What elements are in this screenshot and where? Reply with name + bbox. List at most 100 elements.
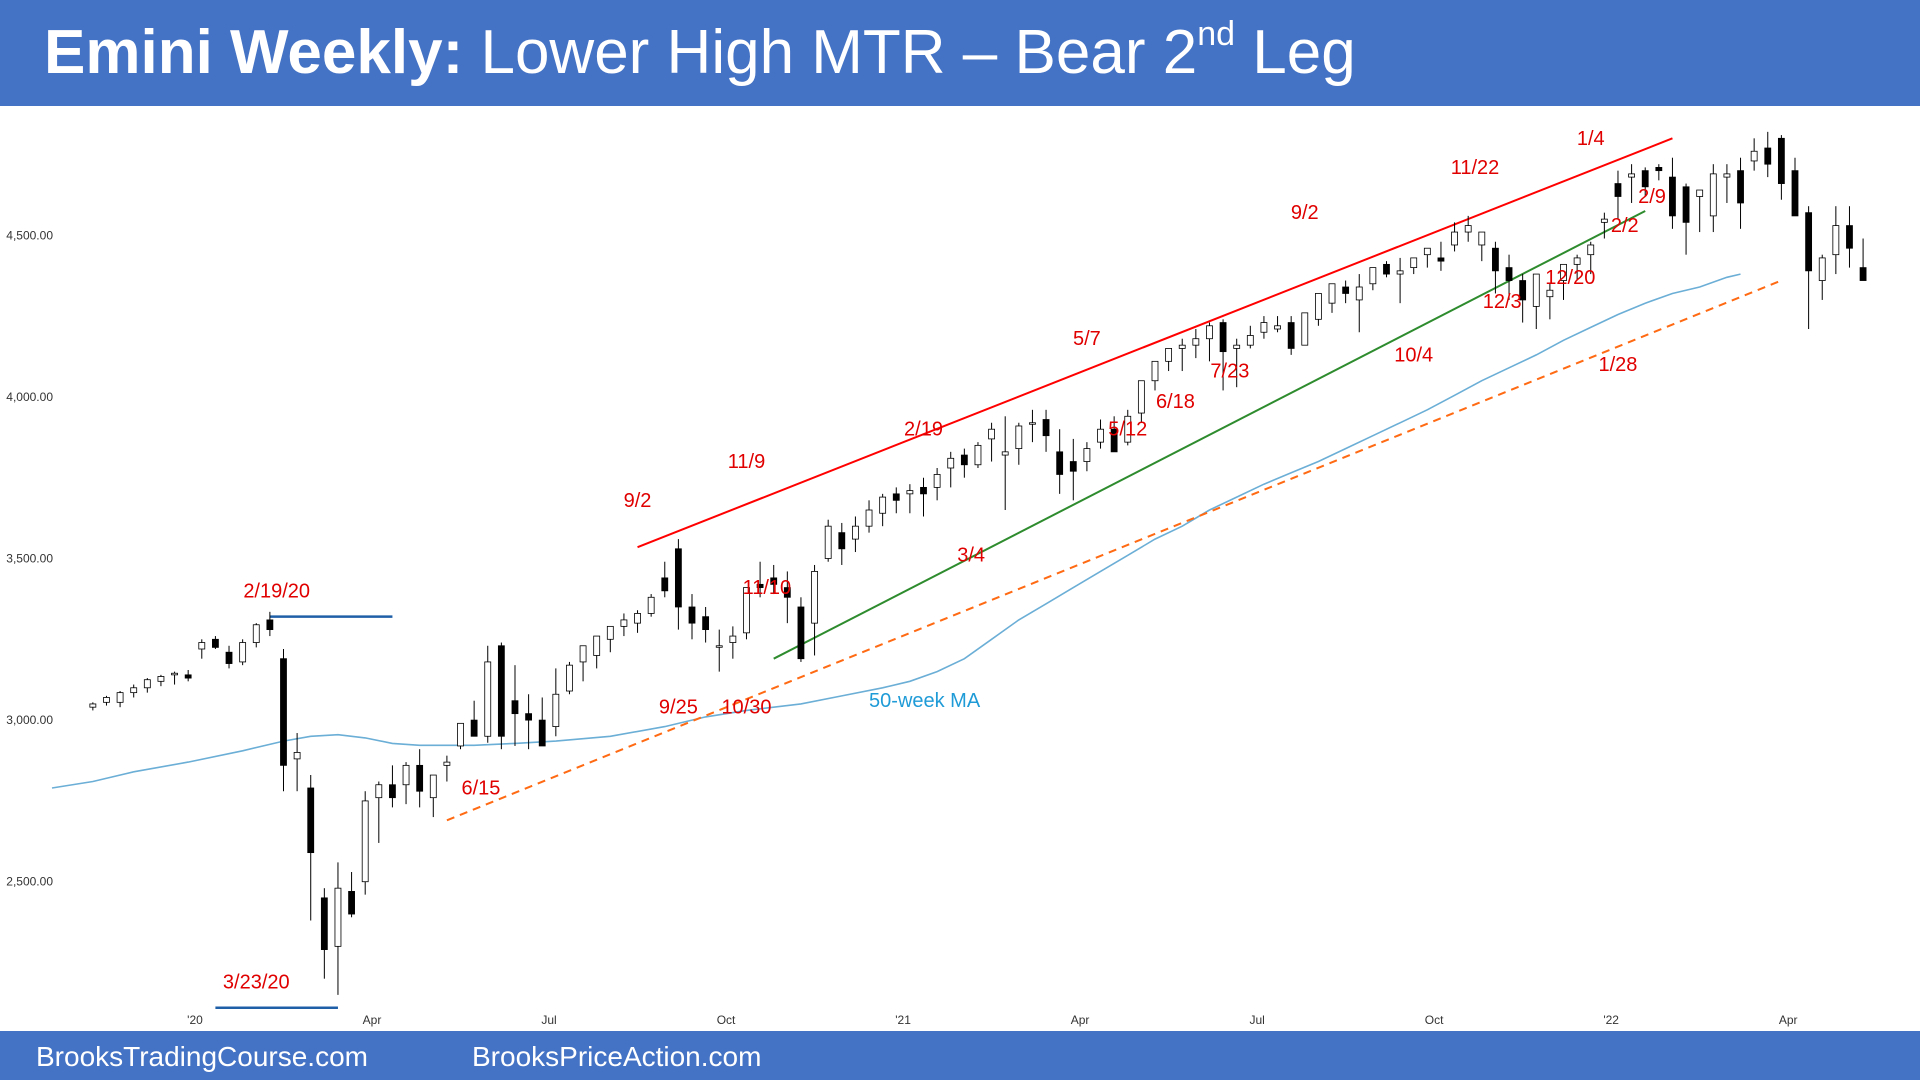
candle-body — [1423, 247, 1431, 256]
candle-body — [1083, 448, 1091, 462]
candle — [361, 791, 369, 895]
candle-body — [1818, 257, 1826, 281]
candle — [920, 477, 927, 517]
candle — [348, 872, 355, 918]
candle-body — [1178, 344, 1186, 349]
candle — [1233, 338, 1241, 388]
candle-body — [838, 532, 846, 550]
candle-body — [579, 645, 587, 663]
candle — [1628, 164, 1635, 203]
date-annotation: 9/25 — [659, 697, 698, 719]
candle-body — [1383, 263, 1390, 275]
candle — [307, 775, 315, 921]
candle-body — [811, 571, 818, 624]
candle — [933, 468, 941, 501]
candle — [1764, 131, 1772, 178]
candle — [892, 487, 900, 514]
candle — [1560, 263, 1567, 300]
candle-body — [1832, 225, 1840, 256]
x-tick-label: Jul — [1249, 1013, 1264, 1027]
candle — [184, 670, 192, 682]
candle-body — [1682, 186, 1690, 223]
candle — [1777, 135, 1785, 200]
candle — [988, 422, 995, 462]
candle — [225, 645, 233, 669]
date-annotation: 5/7 — [1073, 328, 1101, 350]
candle-body — [756, 583, 764, 588]
candle — [1069, 438, 1077, 501]
candle-body — [1042, 419, 1050, 437]
candle-body — [280, 658, 287, 766]
candle-body — [770, 577, 778, 585]
candle-body — [1001, 451, 1009, 456]
candle — [606, 625, 614, 653]
candle — [1042, 409, 1050, 452]
candle — [1301, 312, 1309, 346]
candle — [1151, 360, 1159, 391]
candle-body — [1260, 322, 1268, 333]
candle — [1641, 167, 1649, 197]
x-tick-label: '22 — [1603, 1013, 1619, 1027]
candle-body — [1110, 428, 1118, 453]
candle-body — [1777, 137, 1785, 184]
candle-body — [157, 676, 165, 682]
candle-body — [1301, 312, 1309, 346]
candle — [389, 765, 396, 808]
date-annotation: 10/4 — [1394, 344, 1433, 366]
candle — [674, 539, 682, 630]
candle-body — [1355, 286, 1363, 301]
candle-body — [960, 454, 968, 466]
candle-body — [334, 887, 342, 947]
x-tick-label: Apr — [363, 1013, 382, 1027]
candle — [1369, 267, 1377, 291]
candle — [797, 597, 805, 662]
x-tick-label: '21 — [895, 1013, 911, 1027]
candle-body — [566, 664, 573, 692]
candle-body — [1546, 289, 1554, 298]
candle — [1655, 164, 1663, 181]
date-annotation: 11/22 — [1451, 157, 1500, 179]
candle — [1396, 257, 1404, 304]
upper-channel-line — [637, 137, 1673, 549]
title-rest: Lower High MTR – Bear 2 — [463, 18, 1198, 87]
candle-body — [320, 897, 328, 950]
candle-body — [1287, 322, 1295, 349]
candle-body — [797, 606, 805, 660]
candle-body — [688, 606, 696, 624]
candle-body — [1206, 325, 1213, 340]
candle-body — [1137, 380, 1145, 414]
candle-body — [171, 672, 178, 676]
candle — [947, 451, 955, 488]
candle-body — [484, 661, 492, 737]
candle — [1083, 442, 1091, 472]
candle-body — [783, 587, 791, 598]
candle — [1587, 241, 1595, 275]
candle — [593, 635, 601, 669]
candle — [143, 678, 151, 693]
footer-website-right[interactable]: BrooksPriceAction.com — [472, 1041, 762, 1072]
footer-website-left[interactable]: BrooksTradingCourse.com — [36, 1041, 368, 1072]
candle — [171, 671, 178, 685]
moving-average-line — [51, 273, 1741, 789]
candle-body — [1342, 286, 1350, 294]
candle-body — [1846, 225, 1853, 249]
date-annotation: 12/3 — [1483, 291, 1522, 313]
candle — [1097, 419, 1104, 449]
candle — [375, 781, 383, 843]
candle-body — [89, 703, 97, 708]
candle-body — [1628, 173, 1635, 178]
date-annotation: 10/30 — [721, 697, 771, 719]
candle — [1165, 348, 1173, 372]
candle-body — [402, 764, 410, 786]
candle — [1314, 293, 1322, 326]
candle-body — [1560, 263, 1567, 281]
candle-body — [1573, 257, 1581, 265]
candle — [620, 613, 628, 637]
candle — [1355, 274, 1363, 333]
candle-body — [1369, 267, 1377, 285]
candle — [756, 561, 764, 598]
candle — [1478, 231, 1486, 262]
candle — [579, 645, 587, 682]
page-title: Emini Weekly: Lower High MTR – Bear 2nd … — [44, 12, 1356, 94]
candle-body — [130, 687, 138, 694]
